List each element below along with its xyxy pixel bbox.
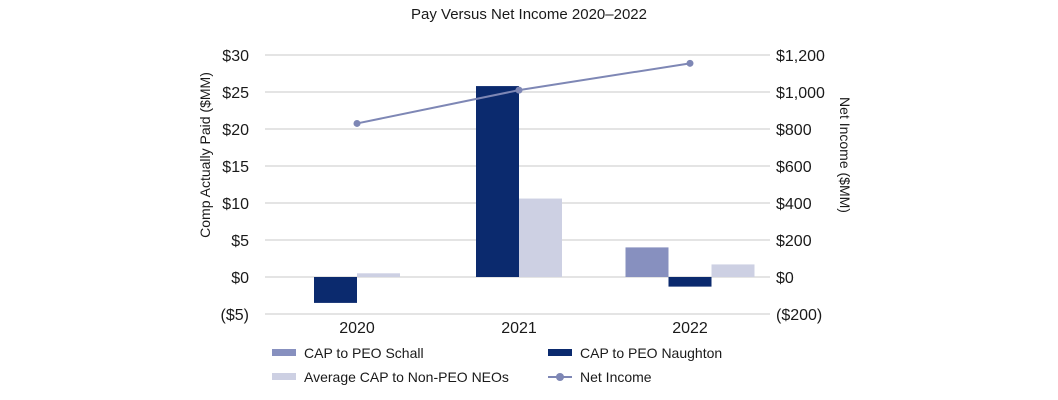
bar-cap-to-peo-schall-2022: [625, 247, 669, 277]
legend-label-net-income: Net Income: [580, 369, 652, 385]
legend-label-average-cap-to-non-peo-neos: Average CAP to Non-PEO NEOs: [304, 369, 509, 385]
y-axis-label-left: Comp Actually Paid ($MM): [197, 72, 213, 238]
y-tick-label-left: $20: [222, 122, 249, 139]
y-tick-label-right: $1,200: [776, 48, 825, 65]
bar-average-cap-to-non-peo-neos-2021: [519, 198, 562, 277]
legend: CAP to PEO Schall CAP to PEO Naughton Aver…: [272, 345, 722, 385]
y-tick-label-left: $10: [222, 196, 249, 213]
legend-label-cap-to-peo-naughton: CAP to PEO Naughton: [580, 345, 722, 361]
legend-swatch-cap-to-peo-schall: [272, 349, 296, 356]
y-tick-label-left: $0: [231, 270, 249, 287]
x-tick-label: 2021: [501, 320, 537, 337]
legend-swatch-cap-to-peo-naughton: [548, 349, 572, 356]
bar-cap-to-peo-naughton-2022: [668, 277, 712, 287]
y-tick-label-left: ($5): [221, 307, 249, 324]
axis-ticks: $30 $25 $20 $15 $10 $5 $0 ($5) $1,200 $1,000 $800 $…: [221, 48, 825, 337]
bar-average-cap-to-non-peo-neos-2022: [711, 264, 755, 277]
y-tick-label-left: $30: [222, 48, 249, 65]
chart-title: Pay Versus Net Income 2020–2022: [411, 6, 647, 23]
bars: [314, 86, 755, 303]
y-tick-label-right: $800: [776, 122, 812, 139]
y-tick-label-right: $1,000: [776, 85, 825, 102]
bar-average-cap-to-non-peo-neos-2020: [357, 273, 400, 277]
net-income-line: [353, 59, 694, 127]
y-tick-label-left: $5: [231, 233, 249, 250]
net-income-point-2020: [353, 119, 361, 127]
y-tick-label-left: $25: [222, 85, 249, 102]
y-tick-label-right: $600: [776, 159, 812, 176]
y-tick-label-left: $15: [222, 159, 249, 176]
y-axis-label-right: Net Income ($MM): [837, 97, 853, 213]
legend-swatch-average-cap-to-non-peo-neos: [272, 373, 296, 380]
net-income-point-2022: [686, 59, 694, 67]
y-tick-label-right: $0: [776, 270, 794, 287]
y-tick-label-right: ($200): [776, 307, 822, 324]
bar-cap-to-peo-naughton-2020: [314, 277, 357, 303]
net-income-point-2021: [515, 86, 523, 94]
y-tick-label-right: $200: [776, 233, 812, 250]
x-tick-label: 2022: [672, 320, 708, 337]
net-income-line-path: [356, 62, 691, 125]
legend-label-cap-to-peo-schall: CAP to PEO Schall: [304, 345, 424, 361]
legend-marker-net-income: [556, 373, 564, 381]
bar-cap-to-peo-naughton-2021: [476, 86, 519, 277]
x-tick-label: 2020: [339, 320, 375, 337]
y-tick-label-right: $400: [776, 196, 812, 213]
